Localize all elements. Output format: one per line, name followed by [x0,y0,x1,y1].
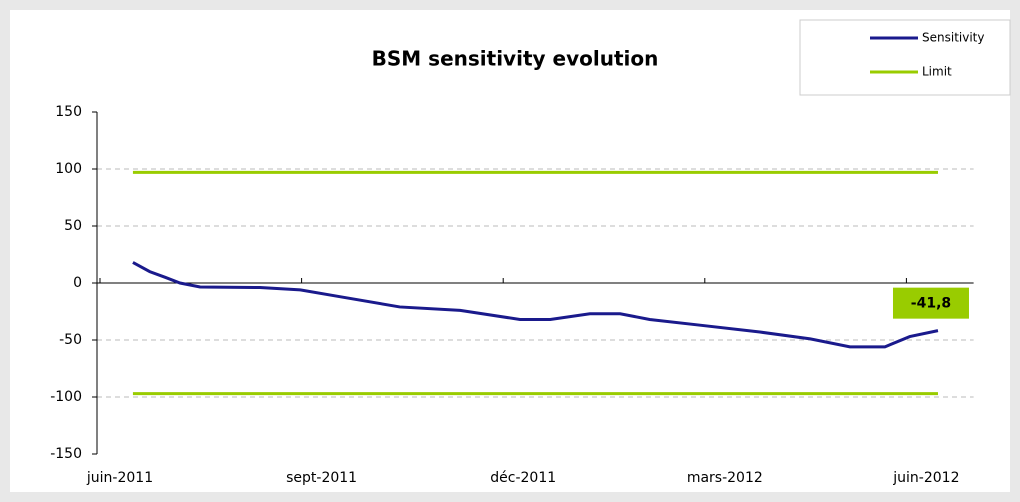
y-tick-label: -100 [50,389,82,405]
series-line [132,261,939,349]
x-tick-label: déc-2011 [490,470,556,486]
y-tick-label: -50 [59,332,82,348]
legend-label: Limit [922,65,952,79]
y-tick-label: 100 [55,161,82,177]
x-tick-label: juin-2012 [892,470,959,486]
y-tick-label: -150 [50,446,82,462]
legend-label: Sensitivity [922,31,984,45]
data-label: -41,8 [911,296,951,312]
legend-box [799,19,1011,96]
y-tick-label: 50 [64,218,82,234]
x-tick-label: sept-2011 [286,470,357,486]
y-tick-label: 150 [55,104,82,120]
x-tick-label: mars-2012 [687,470,763,486]
chart-title: BSM sensitivity evolution [372,47,659,71]
y-tick-label: 0 [73,275,82,291]
data-label-box [892,287,969,319]
x-tick-label: juin-2011 [86,470,153,486]
